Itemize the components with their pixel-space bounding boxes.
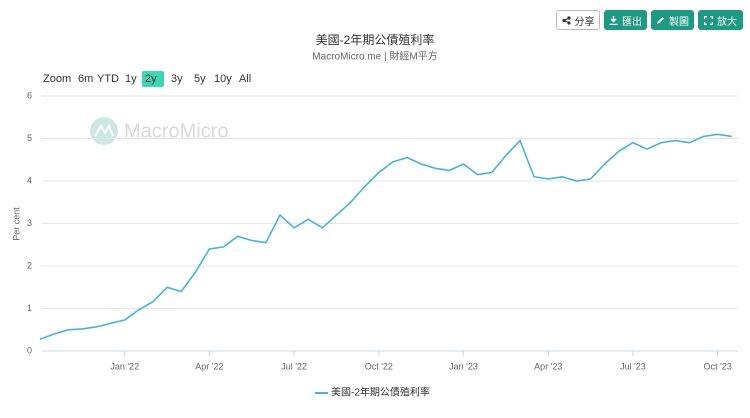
share-button[interactable]: 分享 (556, 10, 600, 30)
range-option[interactable]: 6m (78, 73, 93, 85)
chart-title: 美國-2年期公債殖利率 (316, 32, 435, 47)
draw-label: 製圖 (669, 16, 689, 28)
range-option-selected (142, 71, 164, 87)
fullscreen-icon (704, 15, 713, 25)
x-tick-label: Oct '22 (365, 361, 393, 371)
range-option[interactable]: All (239, 73, 251, 85)
y-tick-label: 6 (27, 90, 32, 100)
y-tick-label: 2 (27, 260, 32, 270)
share-icon (561, 15, 571, 25)
range-option[interactable]: YTD (97, 73, 119, 85)
draw-icon (657, 16, 664, 24)
range-option[interactable]: 1y (125, 73, 137, 85)
y-tick-label: 1 (27, 303, 32, 313)
range-option[interactable]: 3y (171, 73, 183, 85)
export-button[interactable]: 匯出 (604, 10, 647, 30)
range-option[interactable]: 5y (194, 73, 206, 85)
chart-subtitle: MacroMicro.me | 財經M平方 (312, 50, 437, 63)
x-tick-label: Apr '22 (195, 361, 223, 371)
export-icon (609, 15, 618, 25)
x-tick-label: Jul '22 (281, 361, 307, 371)
range-option[interactable]: 10y (214, 73, 232, 85)
x-tick-label: Jan '23 (449, 361, 478, 371)
share-label: 分享 (574, 16, 595, 28)
x-tick-label: Apr '23 (534, 361, 562, 371)
y-tick-label: 4 (27, 175, 32, 185)
watermark-text: MacroMicro (124, 120, 228, 142)
x-tick-label: Jan '22 (110, 361, 139, 371)
x-tick-label: Jul '23 (620, 361, 646, 371)
x-tick-label: Oct '23 (704, 361, 732, 371)
y-tick-label: 0 (27, 345, 32, 355)
range-label: Zoom (43, 73, 71, 85)
y-tick-label: 3 (27, 218, 32, 228)
zoom-label: 放大 (717, 16, 737, 28)
legend-label: 美國-2年期公債殖利率 (331, 386, 430, 399)
range-option[interactable]: 2y (145, 73, 157, 85)
y-tick-label: 5 (27, 133, 32, 143)
y-axis-title: Per cent (11, 207, 21, 241)
data-line (39, 133, 732, 340)
watermark: MacroMicro (90, 117, 228, 145)
export-label: 匯出 (622, 16, 642, 28)
draw-button[interactable]: 製圖 (651, 10, 694, 30)
zoom-button[interactable]: 放大 (698, 10, 743, 30)
